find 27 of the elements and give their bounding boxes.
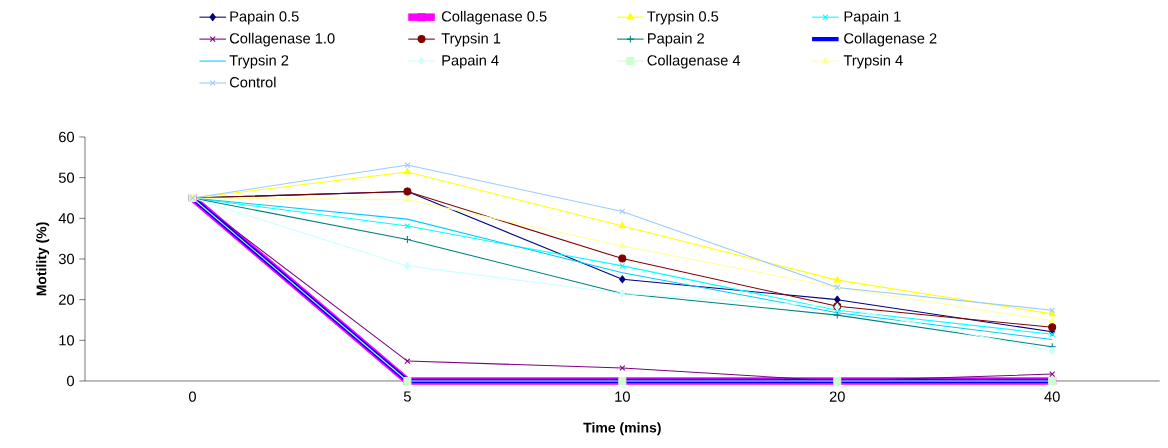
y-axis-title: Motility (%) <box>36 222 50 296</box>
x-tick-label: 10 <box>615 391 630 402</box>
x-tick-label: 0 <box>188 391 196 402</box>
legend-label: Collagenase 4 <box>647 54 741 69</box>
legend-label: Papain 1 <box>844 10 901 25</box>
y-tick-label: 20 <box>59 294 75 305</box>
legend-label: Collagenase 0.5 <box>441 10 547 25</box>
legend-label: Papain 4 <box>442 54 499 69</box>
legend-label: Collagenase 1.0 <box>229 32 335 47</box>
legend-label: Trypsin 4 <box>843 54 903 69</box>
y-tick-label: 50 <box>58 172 75 183</box>
legend-label: Papain 0.5 <box>230 10 299 25</box>
legend-label: Trypsin 2 <box>229 54 289 69</box>
legend-label: Papain 2 <box>648 32 704 47</box>
y-tick-label: 10 <box>59 335 75 346</box>
y-tick-label: 40 <box>58 213 75 224</box>
y-tick-label: 60 <box>59 131 75 143</box>
legend-label: Collagenase 2 <box>844 32 937 47</box>
legend-label: Trypsin 0.5 <box>647 10 719 25</box>
legend-label: Control <box>229 76 276 88</box>
x-tick-label: 40 <box>1044 391 1060 402</box>
y-tick-label: 30 <box>58 253 75 265</box>
x-tick-label: 5 <box>403 391 411 402</box>
y-tick-label: 0 <box>67 375 75 387</box>
legend-label: Trypsin 1 <box>441 32 501 47</box>
x-axis-title: Time (mins) <box>583 422 661 436</box>
x-tick-label: 20 <box>829 391 845 402</box>
